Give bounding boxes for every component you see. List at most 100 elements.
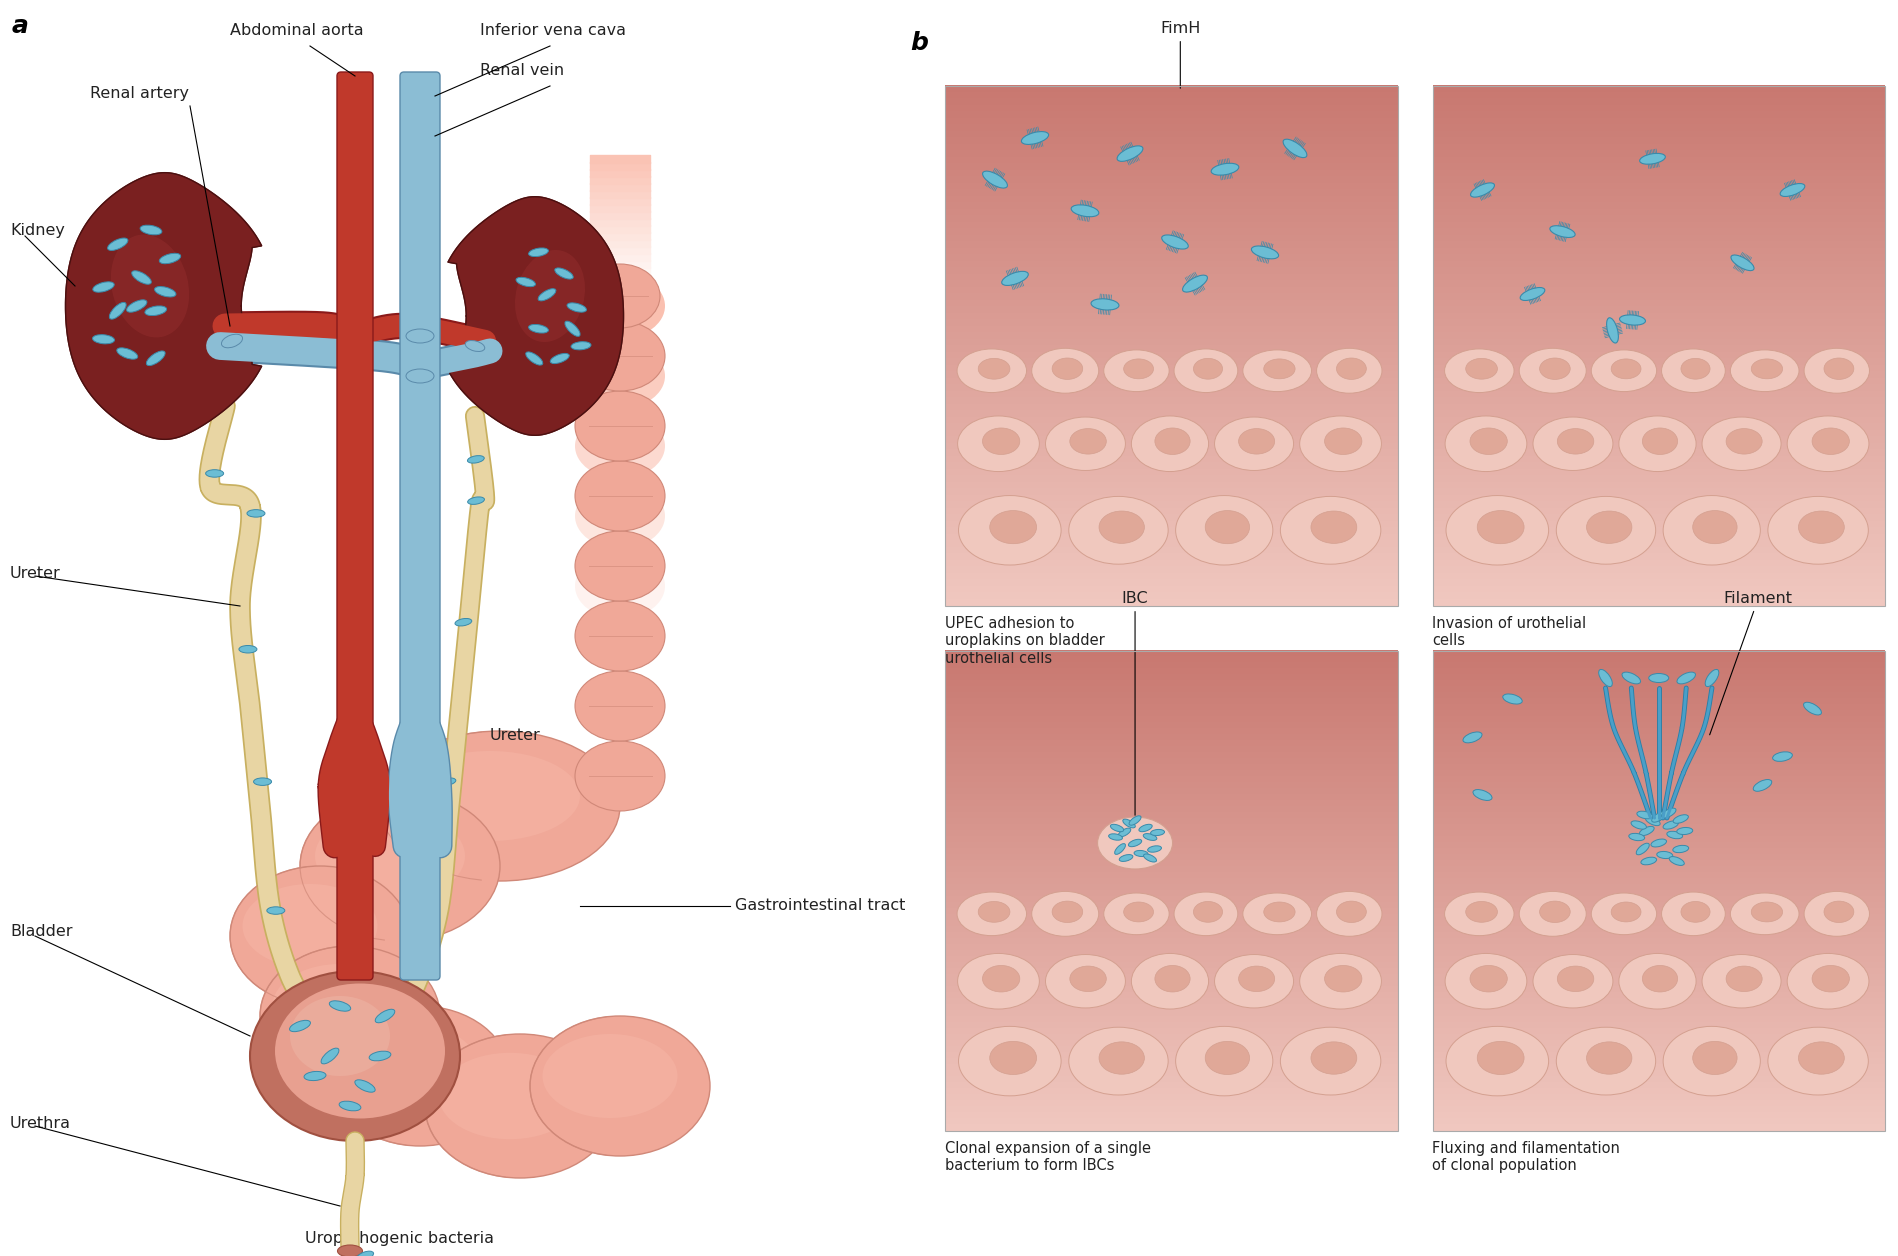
Ellipse shape — [539, 289, 556, 301]
Ellipse shape — [575, 741, 664, 811]
Ellipse shape — [1824, 358, 1854, 379]
Ellipse shape — [154, 286, 177, 296]
Polygon shape — [473, 1086, 664, 1107]
Ellipse shape — [1805, 348, 1870, 393]
Ellipse shape — [1623, 672, 1640, 683]
Ellipse shape — [1682, 358, 1710, 379]
Ellipse shape — [1336, 358, 1367, 379]
Ellipse shape — [1674, 815, 1689, 823]
Text: Invasion of urothelial
cells: Invasion of urothelial cells — [1433, 615, 1587, 648]
Ellipse shape — [465, 340, 484, 352]
Ellipse shape — [1444, 892, 1515, 936]
Ellipse shape — [575, 413, 664, 479]
Ellipse shape — [438, 1053, 581, 1139]
Bar — [945, 651, 1397, 1130]
Ellipse shape — [1120, 854, 1133, 862]
Ellipse shape — [1239, 966, 1275, 991]
Ellipse shape — [568, 303, 586, 313]
Ellipse shape — [290, 996, 389, 1076]
Ellipse shape — [247, 510, 266, 517]
Ellipse shape — [1657, 852, 1672, 859]
Ellipse shape — [1668, 857, 1684, 865]
Ellipse shape — [1558, 966, 1594, 991]
Text: Ureter: Ureter — [9, 565, 61, 580]
Ellipse shape — [1661, 808, 1676, 818]
Ellipse shape — [1069, 1027, 1167, 1095]
Ellipse shape — [1099, 1042, 1144, 1074]
Ellipse shape — [575, 531, 664, 602]
Ellipse shape — [1099, 511, 1144, 544]
Ellipse shape — [438, 777, 456, 785]
Ellipse shape — [1105, 893, 1169, 934]
Ellipse shape — [1239, 428, 1275, 455]
Ellipse shape — [1194, 358, 1222, 379]
Ellipse shape — [1215, 955, 1294, 1009]
Ellipse shape — [1471, 183, 1494, 197]
Ellipse shape — [243, 884, 378, 968]
Ellipse shape — [406, 329, 435, 343]
Ellipse shape — [1767, 496, 1868, 564]
Ellipse shape — [514, 250, 585, 342]
Text: Kidney: Kidney — [9, 224, 65, 239]
Ellipse shape — [251, 971, 459, 1140]
Ellipse shape — [380, 731, 621, 880]
Ellipse shape — [983, 966, 1019, 992]
Ellipse shape — [1182, 275, 1207, 293]
Ellipse shape — [1780, 183, 1805, 196]
Ellipse shape — [1021, 132, 1048, 144]
Text: Fluxing and filamentation
of clonal population: Fluxing and filamentation of clonal popu… — [1433, 1140, 1621, 1173]
Ellipse shape — [1704, 669, 1720, 687]
Ellipse shape — [1646, 816, 1661, 825]
Ellipse shape — [1069, 496, 1167, 564]
Ellipse shape — [1325, 966, 1363, 992]
Ellipse shape — [530, 247, 549, 256]
Ellipse shape — [355, 1080, 376, 1093]
Ellipse shape — [1752, 359, 1782, 379]
Ellipse shape — [159, 254, 180, 264]
Ellipse shape — [230, 865, 410, 1006]
Ellipse shape — [958, 416, 1040, 471]
Polygon shape — [306, 1016, 465, 1076]
Text: Renal artery: Renal artery — [89, 85, 190, 100]
Ellipse shape — [1518, 892, 1587, 936]
Ellipse shape — [1070, 205, 1099, 217]
Text: Uropathogenic bacteria: Uropathogenic bacteria — [306, 1231, 493, 1246]
Ellipse shape — [1283, 139, 1308, 157]
Ellipse shape — [1325, 428, 1363, 455]
Ellipse shape — [1619, 315, 1646, 325]
Ellipse shape — [1703, 955, 1780, 1009]
Text: Urethra: Urethra — [9, 1117, 70, 1132]
Ellipse shape — [1788, 953, 1870, 1009]
Ellipse shape — [1463, 732, 1482, 742]
Ellipse shape — [1139, 824, 1152, 831]
Ellipse shape — [1118, 146, 1143, 161]
Ellipse shape — [425, 1034, 615, 1178]
Ellipse shape — [1124, 359, 1154, 379]
Ellipse shape — [550, 353, 569, 363]
Ellipse shape — [1642, 966, 1678, 992]
Ellipse shape — [1033, 892, 1099, 936]
Ellipse shape — [1799, 1042, 1845, 1074]
Ellipse shape — [983, 171, 1008, 188]
Ellipse shape — [1097, 816, 1173, 869]
Ellipse shape — [1640, 826, 1655, 835]
Ellipse shape — [273, 965, 408, 1048]
Ellipse shape — [406, 369, 435, 383]
Polygon shape — [349, 806, 560, 865]
Ellipse shape — [575, 274, 664, 339]
Ellipse shape — [1813, 428, 1849, 455]
Ellipse shape — [376, 1010, 395, 1022]
Ellipse shape — [127, 300, 146, 313]
Ellipse shape — [575, 554, 664, 618]
Ellipse shape — [1558, 428, 1594, 455]
Text: Renal vein: Renal vein — [480, 63, 564, 78]
Ellipse shape — [1678, 672, 1695, 683]
Ellipse shape — [1070, 966, 1107, 991]
Polygon shape — [66, 172, 262, 440]
Ellipse shape — [575, 391, 664, 461]
Ellipse shape — [1114, 844, 1126, 854]
Ellipse shape — [1636, 843, 1649, 855]
Ellipse shape — [140, 225, 161, 235]
Ellipse shape — [1587, 511, 1632, 544]
Ellipse shape — [1465, 902, 1498, 922]
